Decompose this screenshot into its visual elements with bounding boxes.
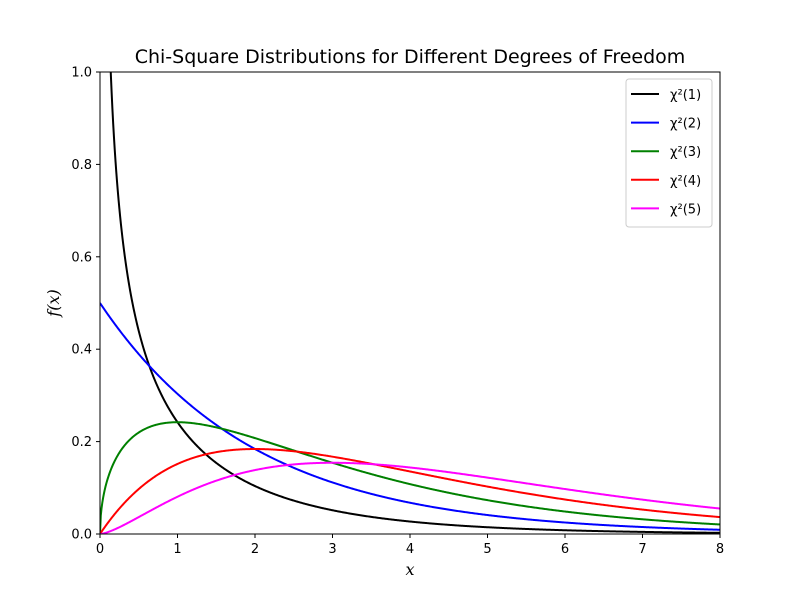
- legend-label-df2: χ²(2): [670, 117, 701, 132]
- legend: χ²(1) χ²(2) χ²(3) χ²(4) χ²(5): [625, 78, 713, 228]
- x-tick-label: 5: [483, 542, 491, 557]
- chart-title: Chi-Square Distributions for Different D…: [135, 46, 686, 68]
- x-tick-label: 0: [96, 542, 104, 557]
- y-axis-label: f(x): [44, 289, 63, 317]
- x-axis-label: x: [405, 560, 414, 579]
- x-tick-label: 4: [406, 542, 414, 557]
- plot-area: [100, 72, 720, 534]
- y-tick-label: 0.0: [71, 528, 92, 543]
- y-tick-label: 0.4: [71, 343, 92, 358]
- legend-box: [625, 78, 713, 228]
- x-tick-label: 6: [561, 542, 569, 557]
- y-tick-label: 1.0: [71, 66, 92, 81]
- y-axis: 0.0 0.2 0.4 0.6 0.8 1.0: [71, 66, 100, 543]
- x-axis: 0 1 2 3 4 5 6 7 8: [96, 534, 724, 557]
- x-tick-label: 2: [251, 542, 259, 557]
- series-line-df2: [100, 302, 720, 531]
- y-tick-label: 0.6: [71, 250, 92, 265]
- legend-label-df5: χ²(5): [670, 202, 701, 217]
- legend-label-df4: χ²(4): [670, 174, 701, 189]
- legend-label-df3: χ²(3): [670, 145, 701, 160]
- x-tick-label: 7: [638, 542, 646, 557]
- series-line-df1: [109, 72, 720, 534]
- x-tick-label: 3: [328, 542, 336, 557]
- series-line-df4: [100, 448, 720, 534]
- series-line-df5: [100, 461, 720, 534]
- y-tick-label: 0.2: [71, 435, 92, 450]
- series-line-df3: [100, 421, 720, 534]
- y-tick-label: 0.8: [71, 158, 92, 173]
- legend-label-df1: χ²(1): [670, 88, 701, 103]
- x-tick-label: 8: [716, 542, 724, 557]
- x-tick-label: 1: [173, 542, 181, 557]
